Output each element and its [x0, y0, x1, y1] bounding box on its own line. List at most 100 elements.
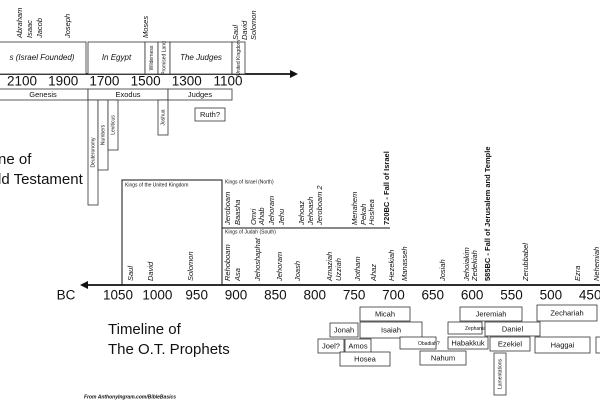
south-king-name: Asa: [233, 268, 242, 282]
top-tick-label: 2100: [7, 74, 37, 89]
north-king-name: Hoshea: [367, 199, 376, 225]
ot-title-line: ld Testament: [0, 171, 84, 188]
top-tick-label: 1700: [89, 74, 119, 89]
book-label: Leviticus: [110, 115, 116, 135]
bottom-tick-label: 950: [185, 288, 208, 303]
south-king-name: Jehoram: [275, 252, 284, 282]
book-label-box: [157, 99, 169, 136]
prophet-name-box: [359, 321, 423, 339]
north-king-name: Pekah: [359, 204, 368, 225]
north-king-name: Jehu: [277, 208, 286, 226]
bottom-axis-arrow: [80, 281, 88, 289]
footer-credit: From AnthonyIngram.com/BibleBasics: [84, 394, 176, 400]
prophet-name-box: [329, 322, 359, 338]
bottom-tick-label: 850: [264, 288, 287, 303]
king-name: David: [240, 20, 249, 40]
period-label: Promised Land: [161, 41, 167, 75]
prophet-name: Nahum: [431, 353, 455, 362]
south-king-name: Rehoboam: [223, 244, 232, 281]
south-king-name: Uzziah: [334, 258, 343, 281]
prophet-name: Jonah: [334, 325, 354, 334]
south-king-name: Amaziah: [325, 252, 334, 282]
north-king-name: Jehoram: [267, 196, 276, 226]
bottom-tick-label: 800: [303, 288, 326, 303]
south-king-name: Jotham: [353, 256, 362, 282]
north-king-name: Ahab: [257, 207, 266, 226]
king-name: Solomon: [249, 10, 258, 40]
prophet-name: Haggai: [551, 340, 575, 349]
south-king-name: Joash: [293, 261, 302, 282]
prophet-name-box: [419, 350, 467, 366]
bottom-tick-label: 900: [225, 288, 248, 303]
top-tick-label: 1900: [48, 74, 78, 89]
prophets-title-line: The O.T. Prophets: [108, 341, 230, 358]
moses-label: Moses: [141, 16, 150, 38]
prophet-name: Amos: [348, 341, 367, 350]
book-label-box: [167, 88, 233, 101]
prophet-name: Ezekiel: [498, 339, 523, 348]
period-label: s (Israel Founded): [10, 53, 75, 62]
book-label: Exodus: [115, 90, 140, 99]
prophet-name: Zephaniah: [465, 326, 489, 332]
north-king-name: Baasha: [233, 200, 242, 225]
bottom-tick-label: 550: [500, 288, 523, 303]
post-exile-leader: Zerubbabel: [521, 243, 530, 282]
patriarch-name: Joseph: [63, 14, 72, 39]
book-label: Judges: [188, 90, 212, 99]
prophet-name: Hosea: [354, 354, 377, 363]
prophet-name-box: [459, 306, 523, 322]
axis-label: BC: [57, 288, 76, 303]
north-king-name: Menahem: [350, 192, 359, 225]
book-label-box: [107, 99, 119, 151]
prophet-name: Micah: [375, 309, 395, 318]
prophet-name-box: [489, 336, 531, 352]
united-king-name: Saul: [126, 266, 135, 281]
bottom-tick-label: 1000: [142, 288, 172, 303]
prophet-name-box: [399, 336, 437, 350]
bottom-tick-label: 700: [382, 288, 405, 303]
south-king-name: Hezekiah: [387, 250, 396, 281]
ot-title-line: ne of: [0, 151, 32, 168]
bottom-tick-label: 650: [422, 288, 445, 303]
patriarch-name: Abraham: [15, 8, 24, 39]
prophet-name: Isaiah: [381, 325, 401, 334]
prophet-name-box: [359, 306, 411, 322]
south-fall-event: 585BC - Fall of Jerusalem and Temple: [483, 147, 492, 282]
prophet-name: Obadiah?: [418, 341, 440, 347]
bottom-tick-label: 750: [343, 288, 366, 303]
prophet-name-box: [339, 351, 391, 367]
united-king-name: David: [146, 261, 155, 281]
united-king-name: Solomon: [186, 251, 195, 281]
prophet-name: Jeremiah: [476, 309, 507, 318]
post-exile-leader: Nehemiah: [592, 247, 600, 281]
prophets-title-line: Timeline of: [108, 321, 182, 338]
north-king-name: Jeroboam 2: [315, 185, 324, 226]
prophet-name: Zechariah: [550, 308, 583, 317]
king-name: Saul: [231, 25, 240, 40]
group-label: Kings of the United Kingdom: [125, 182, 188, 188]
north-king-name: Jeroboam: [223, 192, 232, 226]
prophet-name-box: [536, 304, 598, 322]
period-box: [87, 41, 146, 75]
prophet-name-box: [447, 321, 483, 335]
south-king-name: Ahaz: [369, 264, 378, 282]
book-label: Numbers: [100, 124, 106, 145]
prophet-name-box: [534, 336, 591, 354]
prophet-name-box: [595, 336, 600, 354]
period-box: [169, 41, 233, 75]
period-box: [0, 41, 87, 75]
book-label-box: [194, 107, 226, 122]
prophet-name: Lamentations: [497, 358, 503, 389]
prophet-name: Daniel: [502, 324, 524, 333]
south-king-name: Jehoiakim: [462, 247, 471, 282]
north-fall-event: 720BC - Fall of Israel: [382, 151, 391, 225]
united-kingdom-bracket: [121, 179, 223, 285]
group-label: Kings of Judah (South): [225, 229, 276, 235]
south-king-name: Josiah: [438, 259, 447, 282]
south-king-name: Manasseh: [400, 246, 409, 281]
south-king-name: Zedekiah: [470, 250, 479, 282]
top-tick-label: 1100: [213, 74, 242, 89]
book-label: Genesis: [29, 90, 57, 99]
